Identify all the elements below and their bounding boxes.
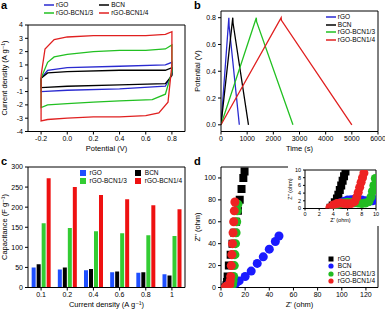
svg-text:0.8: 0.8 [206,14,216,21]
svg-text:0: 0 [298,205,301,211]
svg-text:0: 0 [19,284,23,291]
svg-text:250: 250 [11,184,23,191]
html-text:Z'' (ohm): Z'' (ohm) [287,178,294,200]
svg-text:20: 20 [208,262,216,269]
svg-text:60: 60 [290,291,298,298]
svg-text:100: 100 [11,244,23,251]
html-text:d: d [194,155,201,167]
svg-text:0.4: 0.4 [206,68,216,75]
html-text:rGO-BCN1/3: rGO-BCN1/3 [89,176,127,184]
html-text:BCN: BCN [337,20,352,28]
svg-text:0.0: 0.0 [62,135,72,142]
svg-text:1: 1 [170,291,174,298]
svg-text:8: 8 [360,211,363,217]
html-text:c: c [1,155,8,167]
svg-text:0.8: 0.8 [141,291,151,298]
svg-text:6: 6 [346,211,349,217]
html-text:BCN: BCN [144,169,159,176]
html-text:rGO-BCN1/3: rGO-BCN1/3 [56,8,94,16]
svg-text:300: 300 [11,163,23,170]
svg-text:4: 4 [19,21,23,28]
html-text:Z'' (ohm): Z'' (ohm) [192,212,202,242]
html-text:Time (s): Time (s) [285,143,314,153]
svg-text:10: 10 [373,211,377,217]
svg-text:150: 150 [11,224,23,231]
svg-text:0: 0 [212,284,216,291]
svg-text:6: 6 [298,182,301,188]
svg-text:40: 40 [265,291,273,298]
svg-text:0: 0 [219,135,223,142]
svg-text:50: 50 [15,264,23,271]
svg-text:0: 0 [219,291,223,298]
html-text:Current density (A g⁻¹): Current density (A g⁻¹) [0,40,9,116]
html-text:rGO-BCN1/4: rGO-BCN1/4 [144,176,182,184]
svg-text:4: 4 [332,211,335,217]
svg-text:8: 8 [298,175,301,181]
html-text:rGO-BCN1/4: rGO-BCN1/4 [111,8,149,16]
svg-text:4000: 4000 [318,135,334,142]
svg-text:0.6: 0.6 [141,135,151,142]
svg-text:0.2: 0.2 [206,95,216,102]
html-text:rGO-BCN1/4: rGO-BCN1/4 [337,35,375,43]
svg-text:200: 200 [11,204,23,211]
html-text:Potential (V): Potential (V) [85,143,128,153]
svg-text:1: 1 [19,61,23,68]
svg-text:10: 10 [295,167,301,173]
svg-text:-1: -1 [17,88,23,95]
svg-text:5000: 5000 [344,135,360,142]
svg-text:0.0: 0.0 [206,121,216,128]
html-text:rGO-BCN1/4: rGO-BCN1/4 [337,277,375,284]
svg-text:0: 0 [19,75,23,82]
svg-text:0.4: 0.4 [115,135,125,142]
svg-text:6000: 6000 [370,135,377,142]
svg-text:60: 60 [208,218,216,225]
svg-text:40: 40 [208,240,216,247]
html-text:rGO-BCN1/3: rGO-BCN1/3 [337,269,375,277]
svg-text:2000: 2000 [266,135,282,142]
svg-text:0.6: 0.6 [206,41,216,48]
svg-text:-2: -2 [17,101,23,108]
html-text:b: b [194,0,201,11]
svg-text:2: 2 [318,211,321,217]
svg-text:0.2: 0.2 [89,135,99,142]
svg-text:0.6: 0.6 [115,291,125,298]
html-text:Current density (A g⁻¹): Current density (A g⁻¹) [68,299,145,309]
svg-text:4: 4 [298,190,301,196]
svg-text:0.8: 0.8 [167,135,177,142]
svg-text:2: 2 [298,198,301,204]
svg-text:100: 100 [204,174,216,181]
html-text:rGO: rGO [337,13,351,20]
svg-text:0.2: 0.2 [62,291,72,298]
svg-text:3: 3 [19,35,23,42]
html-text:Potential (V): Potential (V) [192,50,202,92]
svg-text:20: 20 [241,291,249,298]
svg-text:-3: -3 [17,115,23,122]
svg-text:80: 80 [314,291,322,298]
svg-text:0.1: 0.1 [36,291,46,298]
svg-text:-4: -4 [17,128,23,135]
svg-text:3000: 3000 [292,135,308,142]
html-text:a: a [1,0,8,11]
svg-text:-0.2: -0.2 [35,135,47,142]
html-text:Capacitance (F g⁻¹): Capacitance (F g⁻¹) [0,194,9,261]
svg-text:80: 80 [208,196,216,203]
svg-text:2: 2 [19,48,23,55]
html-text:rGO: rGO [56,1,69,8]
html-text:rGO: rGO [337,254,351,262]
svg-text:1000: 1000 [239,135,255,142]
html-text:Z' (ohm): Z' (ohm) [330,216,351,223]
svg-text:0: 0 [303,211,306,217]
html-text:rGO-BCN1/3: rGO-BCN1/3 [337,28,375,35]
html-text:BCN: BCN [111,1,125,8]
svg-text:120: 120 [360,291,372,298]
html-text:BCN: BCN [337,262,352,269]
svg-text:100: 100 [336,291,348,298]
html-text:Z' (ohm): Z' (ohm) [285,299,314,309]
svg-text:0.4: 0.4 [89,291,99,298]
html-text:rGO: rGO [89,169,102,176]
